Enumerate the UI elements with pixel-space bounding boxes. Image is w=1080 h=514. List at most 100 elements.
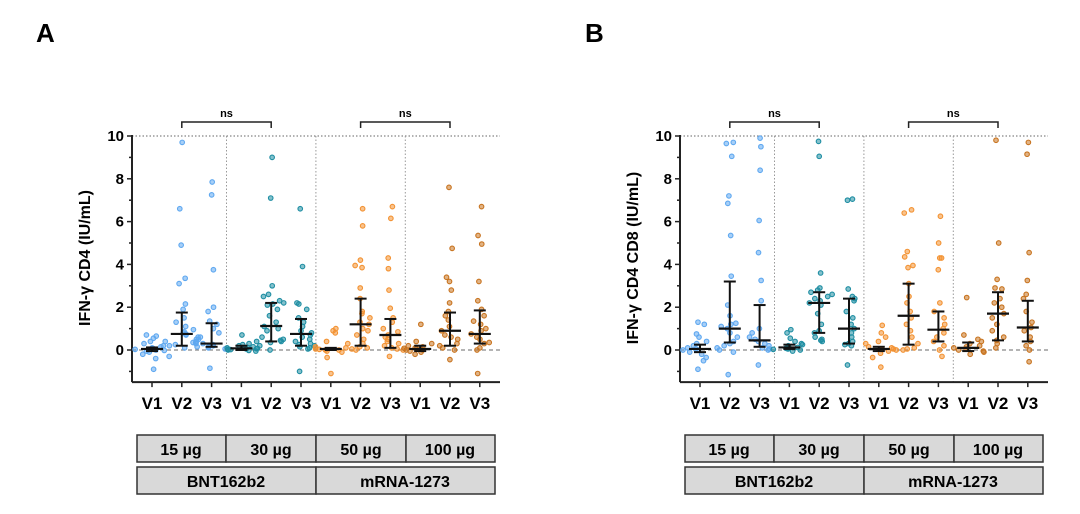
data-point xyxy=(936,347,943,353)
data-point xyxy=(1024,277,1031,284)
series-3 xyxy=(770,326,806,354)
data-point xyxy=(905,264,911,271)
data-point xyxy=(999,286,1005,292)
dose-legend-b: 15 µg 30 µg 50 µg 100 µg BNT162b2 mRNA-1… xyxy=(684,434,1044,495)
y-axis-title-a: IFN-γ CD4 (IU/mL) xyxy=(77,190,94,326)
data-point xyxy=(756,217,762,224)
data-point xyxy=(210,266,217,273)
data-point xyxy=(357,285,364,291)
data-point xyxy=(359,223,366,229)
data-point xyxy=(746,334,753,341)
data-point xyxy=(703,338,710,345)
data-point xyxy=(323,338,330,345)
data-point xyxy=(395,328,401,335)
data-point xyxy=(811,295,818,302)
series-0 xyxy=(680,319,711,373)
vaccine-label-mrna: mRNA-1273 xyxy=(908,474,998,491)
data-point xyxy=(278,338,285,345)
data-point xyxy=(303,306,310,313)
data-point xyxy=(446,278,453,285)
data-point xyxy=(1023,291,1030,298)
data-point xyxy=(474,297,481,304)
data-point xyxy=(938,255,945,261)
data-point xyxy=(758,297,765,304)
series-4 xyxy=(256,154,287,353)
data-point xyxy=(384,338,391,345)
panel-letter-a: A xyxy=(36,18,55,48)
data-point xyxy=(680,347,686,353)
data-point xyxy=(727,232,734,239)
x-tick-label: V1 xyxy=(231,394,252,413)
data-point xyxy=(1021,327,1028,334)
x-tick-label: V1 xyxy=(142,394,163,413)
data-point xyxy=(442,312,449,319)
data-point xyxy=(695,366,701,373)
data-point xyxy=(143,332,150,338)
y-tick-label: 8 xyxy=(664,171,672,188)
data-point xyxy=(486,339,493,346)
data-point xyxy=(992,285,998,291)
y-axis-title-b: IFN-γ CD4 CD8 (IU/mL) xyxy=(625,172,642,344)
data-point xyxy=(239,332,245,338)
data-point xyxy=(816,153,823,160)
data-point xyxy=(296,368,303,375)
data-point xyxy=(386,353,393,360)
data-point xyxy=(721,342,727,349)
x-tick-label: V2 xyxy=(809,394,830,413)
data-point xyxy=(937,300,943,306)
x-tick-label: V1 xyxy=(958,394,979,413)
data-point xyxy=(799,341,806,348)
data-point xyxy=(428,340,435,347)
vaccine-box-mrna xyxy=(863,466,1044,495)
data-point xyxy=(139,351,146,358)
series-8 xyxy=(379,203,406,360)
data-point xyxy=(875,338,882,345)
data-point xyxy=(260,293,267,300)
data-point xyxy=(166,353,173,360)
y-tick-label: 10 xyxy=(655,128,672,145)
series-1 xyxy=(162,139,201,351)
data-point xyxy=(900,347,906,353)
data-point xyxy=(935,266,942,273)
data-point xyxy=(734,334,741,341)
data-point xyxy=(911,345,918,351)
data-point xyxy=(141,340,147,347)
data-point xyxy=(267,195,274,201)
data-point xyxy=(723,140,730,147)
data-point xyxy=(365,327,371,334)
data-point xyxy=(882,334,889,341)
y-tick-label: 0 xyxy=(116,342,124,359)
data-point xyxy=(446,300,453,306)
data-point xyxy=(725,371,732,378)
data-point xyxy=(1000,334,1007,341)
series-0 xyxy=(132,332,173,373)
data-point xyxy=(994,276,1000,283)
y-tick-label: 2 xyxy=(664,299,672,316)
data-point xyxy=(765,347,771,353)
dose-label-100: 100 µg xyxy=(425,442,475,459)
data-point xyxy=(354,332,360,338)
data-point xyxy=(476,278,482,285)
data-point xyxy=(941,342,947,349)
significance-bracket xyxy=(729,121,820,128)
data-point xyxy=(939,353,945,360)
data-point xyxy=(824,293,831,300)
y-tick-label: 4 xyxy=(664,256,673,273)
data-point xyxy=(726,193,732,199)
data-point xyxy=(470,318,477,324)
data-point xyxy=(941,315,947,321)
data-point xyxy=(989,327,996,334)
x-tick-label: V3 xyxy=(928,394,949,413)
x-tick-label: V3 xyxy=(291,394,312,413)
data-point xyxy=(901,254,908,260)
data-point xyxy=(475,232,481,239)
data-point xyxy=(388,215,394,222)
data-point xyxy=(210,304,217,311)
data-point xyxy=(1026,249,1032,256)
series-9 xyxy=(950,294,987,358)
data-point xyxy=(205,308,211,315)
data-point xyxy=(328,370,334,377)
data-point xyxy=(299,263,306,270)
data-point xyxy=(442,332,448,338)
